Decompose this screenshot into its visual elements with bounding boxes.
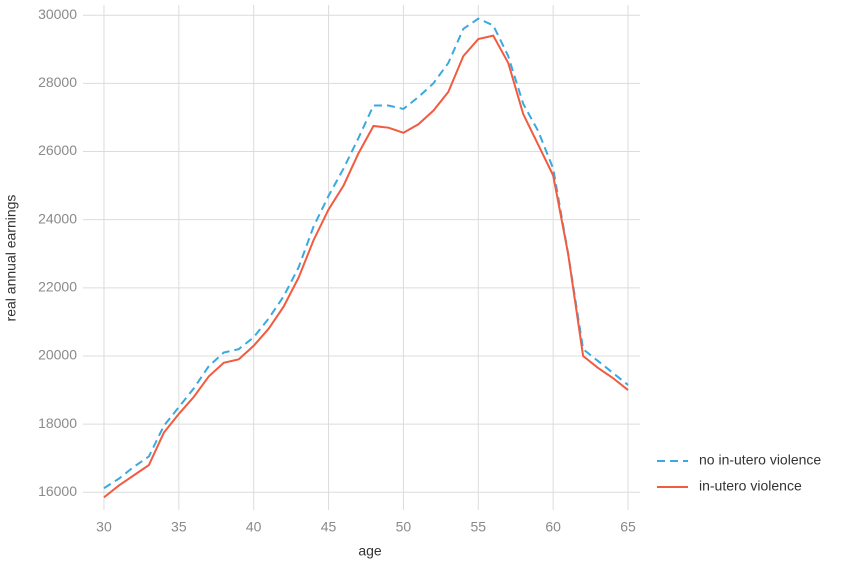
x-tick-label: 30: [96, 519, 112, 535]
line-series: [103, 17, 629, 490]
x-tick-label: 55: [471, 519, 487, 535]
x-tick-label: 65: [620, 519, 636, 535]
line-series: [103, 34, 629, 499]
y-tick-label: 22000: [38, 279, 77, 295]
y-tick-label: 30000: [38, 6, 77, 22]
x-tick-label: 60: [545, 519, 561, 535]
x-tick-label: 45: [321, 519, 337, 535]
x-tick-label: 40: [246, 519, 262, 535]
x-axis-label: age: [358, 543, 382, 559]
y-tick-label: 26000: [38, 142, 77, 158]
y-tick-label: 18000: [38, 415, 77, 431]
x-tick-label: 50: [396, 519, 412, 535]
legend-label: no in-utero violence: [699, 452, 821, 468]
y-tick-label: 24000: [38, 210, 77, 226]
legend-label: in-utero violence: [699, 478, 802, 494]
y-axis-label: real annual earnings: [3, 195, 19, 322]
y-tick-label: 28000: [38, 74, 77, 90]
x-tick-label: 35: [171, 519, 187, 535]
y-tick-label: 16000: [38, 483, 77, 499]
y-tick-label: 20000: [38, 347, 77, 363]
